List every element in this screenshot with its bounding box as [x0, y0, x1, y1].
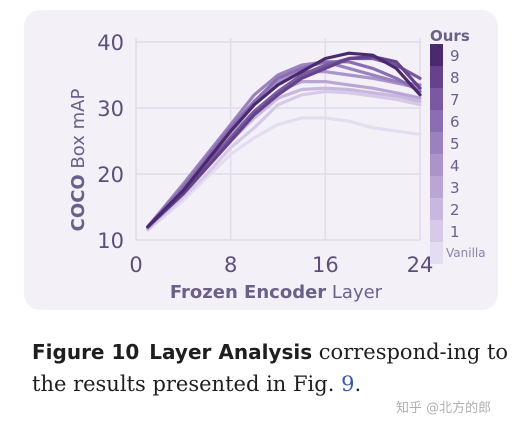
series-line-5 [146, 60, 422, 229]
legend-swatch-3 [430, 176, 443, 198]
legend-swatch-1 [430, 220, 443, 242]
legend-swatch-8 [430, 66, 443, 88]
x-axis-title-bold: Frozen Encoder [170, 282, 326, 303]
legend-swatch-4 [430, 154, 443, 176]
figure-caption: Figure 10 Layer Analysis correspond-ing t… [32, 336, 512, 400]
series-line-1 [146, 89, 422, 231]
y-axis-title-rest: Box mAP [68, 89, 89, 175]
y-tick-label: 40 [97, 31, 124, 55]
legend: Ours Vanilla 9 8 7 6 5 4 3 2 1 [430, 27, 486, 264]
legend-vanilla-label: Vanilla [446, 246, 486, 260]
legend-swatch-0 [430, 242, 443, 264]
legend-swatch-7 [430, 88, 443, 110]
x-axis-title: Frozen Encoder Layer [170, 282, 383, 303]
x-tick-label: 24 [407, 253, 434, 277]
series-line-0 [146, 116, 422, 232]
legend-number: 3 [450, 179, 460, 197]
series-line-2 [146, 86, 422, 231]
y-tick-label: 30 [97, 97, 124, 121]
y-axis-title: COCO Box mAP [68, 89, 89, 232]
legend-ours-label: Ours [430, 27, 470, 45]
legend-number: 4 [450, 157, 460, 175]
grid [135, 38, 421, 241]
x-tick-label: 0 [129, 253, 142, 277]
caption-text: correspond-ing to the results presented … [32, 340, 509, 396]
x-tick-label: 8 [224, 253, 237, 277]
caption-figure-link[interactable]: 9 [341, 372, 355, 396]
caption-label: Figure 10 [32, 340, 140, 364]
watermark: 知乎 @北方的郎 [396, 401, 492, 416]
series-line-9 [146, 51, 422, 229]
x-tick-label: 16 [312, 253, 339, 277]
series-line-7 [146, 56, 422, 229]
caption-title: Layer Analysis [149, 340, 313, 364]
x-tick-labels: 0 8 16 24 [129, 253, 433, 277]
series-line-6 [146, 60, 422, 229]
y-tick-label: 20 [97, 163, 124, 187]
caption-end: . [354, 372, 362, 396]
y-axis-title-bold: COCO [68, 174, 89, 231]
legend-number: 2 [450, 201, 460, 219]
legend-swatch-6 [430, 110, 443, 132]
legend-swatch-2 [430, 198, 443, 220]
legend-number: 8 [450, 69, 460, 87]
y-tick-labels: 10 20 30 40 [97, 31, 124, 253]
series-lines [146, 51, 422, 232]
legend-number: 7 [450, 91, 460, 109]
legend-number: 6 [450, 113, 460, 131]
legend-swatch-9 [430, 44, 443, 66]
legend-number: 1 [450, 223, 460, 241]
legend-number: 5 [450, 135, 460, 153]
y-tick-label: 10 [97, 229, 124, 253]
legend-number: 9 [450, 47, 460, 65]
chart-panel: 0 8 16 24 10 20 30 40 Frozen Encoder Layer COC… [24, 10, 498, 310]
x-axis-title-rest: Layer [326, 282, 383, 303]
legend-swatch-5 [430, 132, 443, 154]
